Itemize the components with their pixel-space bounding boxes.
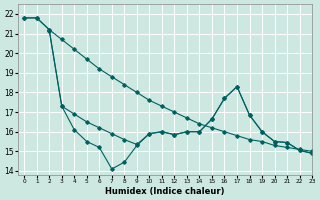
X-axis label: Humidex (Indice chaleur): Humidex (Indice chaleur) (105, 187, 225, 196)
